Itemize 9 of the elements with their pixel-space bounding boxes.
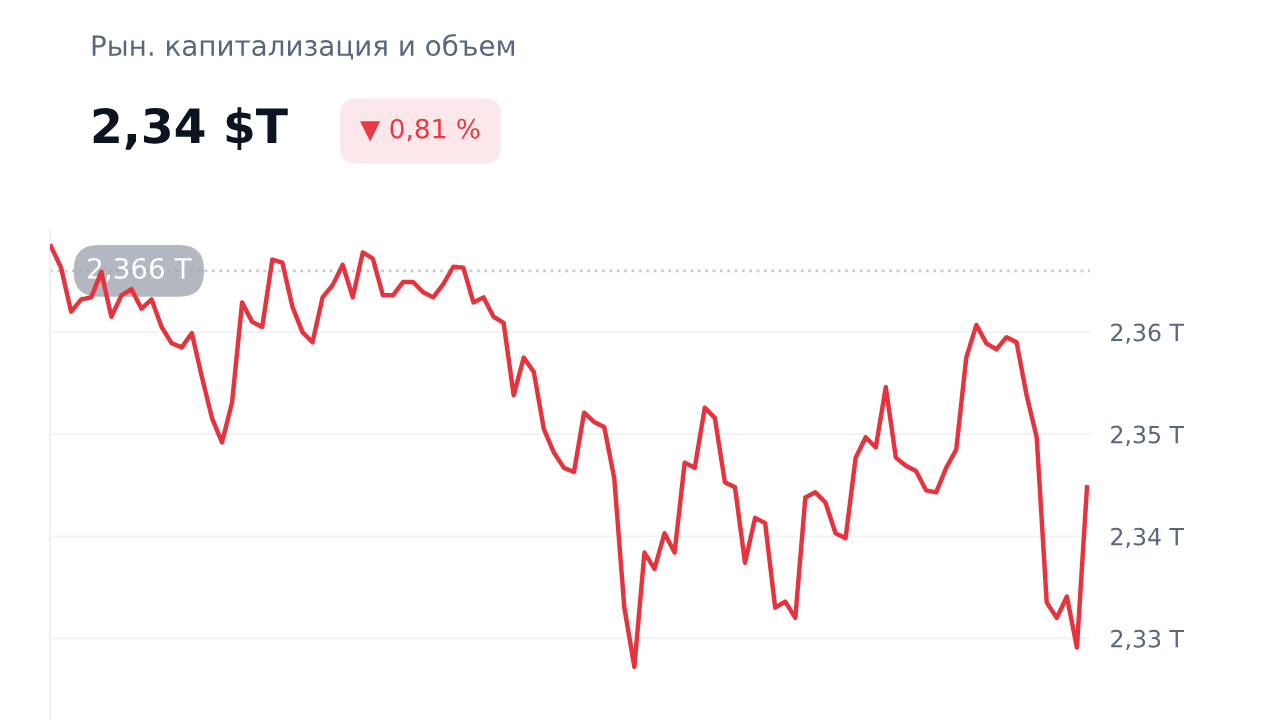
- y-tick-label: 2,34 T: [1111, 527, 1185, 548]
- y-tick-label: 2,35 T: [1111, 425, 1185, 446]
- chart-title: Рын. капитализация и объем: [92, 34, 514, 60]
- text: ▼ 0,81 %: [360, 118, 480, 142]
- chart-subtitle: 2,34 $T: [93, 107, 288, 150]
- y-tick-label: 2,36 T: [1111, 323, 1185, 344]
- ref-line-label: 2,366 T: [88, 257, 192, 282]
- line-series: [50, 244, 1090, 670]
- y-tick-label: 2,33 T: [1111, 629, 1185, 651]
